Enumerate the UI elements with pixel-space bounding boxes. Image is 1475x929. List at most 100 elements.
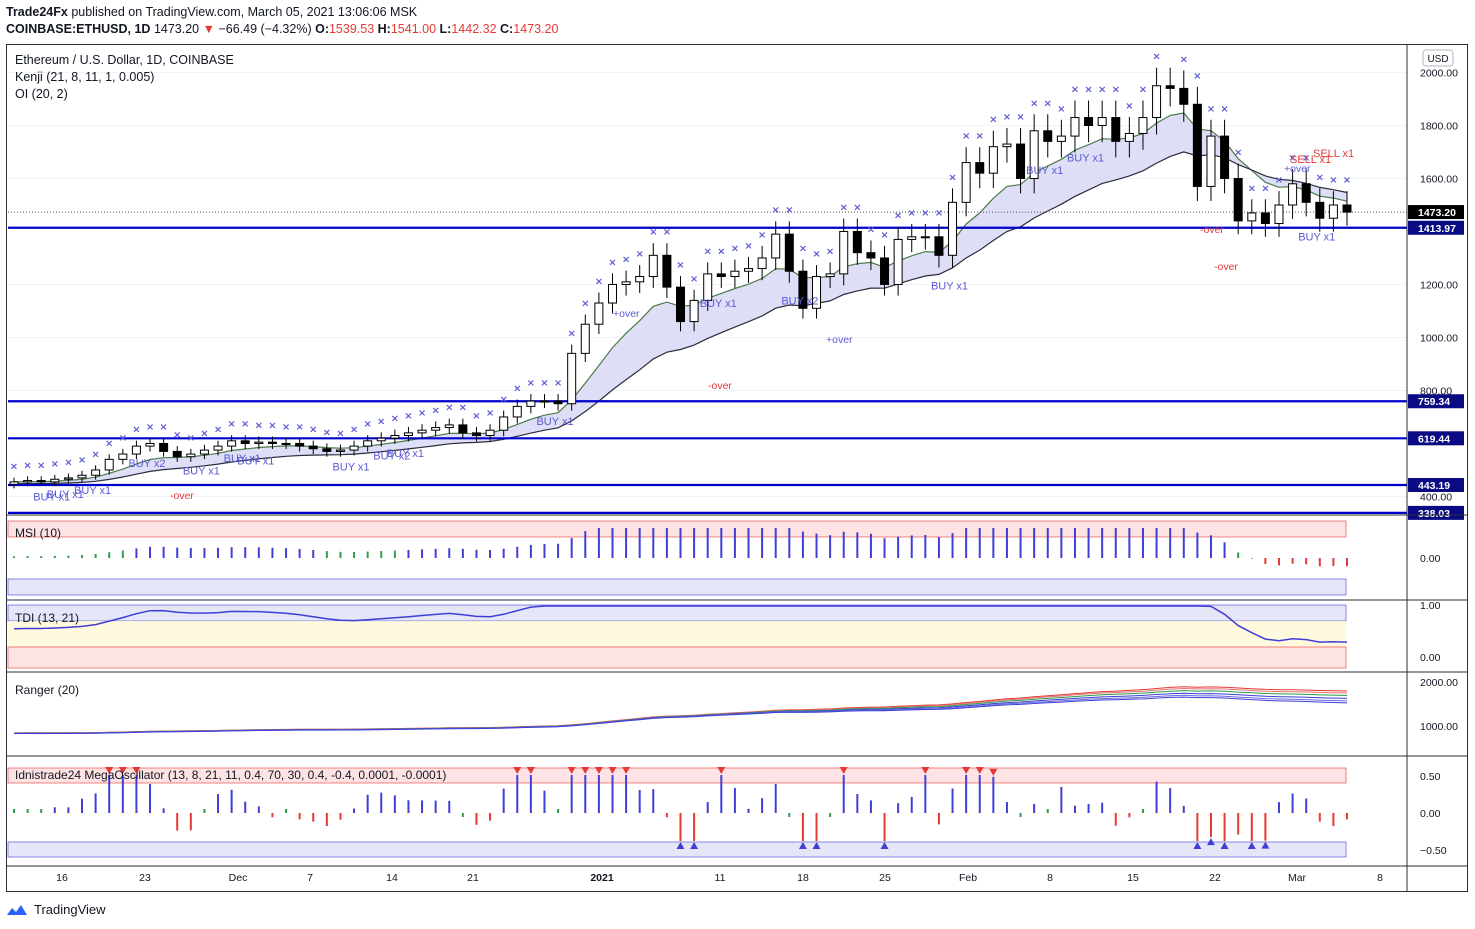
candle-body	[254, 441, 264, 444]
candle-body	[893, 238, 903, 285]
msi-label: MSI (10)	[15, 526, 61, 540]
cross-marker: ×	[1207, 104, 1215, 115]
cross-marker: ×	[132, 425, 140, 436]
mega-sell-arrow-icon	[717, 767, 726, 774]
candle-body	[1002, 143, 1012, 148]
candle-body	[975, 162, 985, 174]
candle-body	[1206, 135, 1216, 187]
time-tick-label: 18	[797, 872, 809, 884]
high-value: 1541.00	[390, 22, 437, 36]
price-tick-label: 800.00	[1420, 385, 1452, 397]
cross-marker: ×	[1329, 175, 1337, 186]
cross-marker: ×	[1044, 98, 1052, 109]
candle-body	[567, 352, 577, 405]
candle-body	[1016, 143, 1026, 179]
candle-body	[240, 440, 250, 444]
candle-body	[444, 424, 454, 429]
level-tag-label: 759.34	[1418, 396, 1450, 408]
cross-marker: ×	[772, 205, 780, 216]
currency-label: USD	[1427, 54, 1448, 65]
mega-sell-arrow-icon	[921, 767, 930, 774]
cross-marker: ×	[704, 246, 712, 257]
cross-marker: ×	[418, 408, 426, 419]
mega-buy-arrow-icon	[880, 842, 889, 849]
candle-body	[1124, 132, 1134, 142]
candle-body	[91, 469, 101, 476]
candle-body	[866, 252, 876, 259]
candle-body	[1274, 204, 1284, 225]
chart-frame[interactable]	[6, 44, 1468, 892]
time-tick-label: 25	[879, 872, 891, 884]
candle-body	[1029, 130, 1039, 179]
candle-body	[63, 477, 73, 480]
candle-body	[1288, 183, 1298, 206]
tdi-line	[13, 605, 1348, 643]
cross-marker: ×	[635, 249, 643, 260]
candle-body	[812, 276, 822, 309]
indicator-panes	[7, 520, 1348, 858]
level-tag	[1408, 431, 1464, 446]
mega-buy-arrow-icon	[1261, 841, 1270, 849]
kenji-label: Kenji (21, 8, 11, 1, 0.005)	[15, 70, 154, 84]
oi-label: OI (20, 2)	[15, 87, 68, 101]
cross-marker: ×	[1125, 101, 1133, 112]
over-label: +over	[613, 308, 640, 320]
time-tick-label: 16	[56, 872, 68, 884]
buy-signal-label: BUY x2	[781, 295, 818, 307]
cross-marker: ×	[78, 455, 86, 466]
cross-marker: ×	[23, 460, 31, 471]
cross-marker: ×	[105, 438, 113, 449]
mega-sell-arrow-icon	[975, 767, 984, 774]
buy-signal-label: BUY x1	[47, 489, 84, 501]
candle-body	[961, 162, 971, 203]
candle-body	[131, 445, 141, 455]
candle-body	[920, 236, 930, 239]
low-value: 1442.32	[451, 22, 497, 36]
cross-marker: ×	[581, 298, 589, 309]
level-tag-label: 338.03	[1418, 508, 1450, 520]
candle-body	[1165, 85, 1175, 89]
candle-body	[227, 440, 237, 447]
cross-marker: ×	[567, 329, 575, 340]
symbol-line: COINBASE:ETHUSD, 1D 1473.20 ▼ −66.49 (−4…	[6, 21, 558, 38]
currency-badge[interactable]: USD	[1422, 49, 1454, 67]
author-name[interactable]: Trade24Fx	[6, 5, 68, 19]
time-tick-label: 2021	[590, 872, 614, 884]
close-label: C:	[500, 22, 514, 36]
publish-info: published on TradingView.com, March 05, …	[67, 5, 418, 19]
cross-marker: ×	[1288, 153, 1296, 164]
publisher-line: Trade24Fx published on TradingView.com, …	[6, 4, 558, 21]
cross-marker: ×	[649, 227, 657, 238]
mega-buy-arrow-icon	[798, 842, 807, 849]
footer[interactable]: TradingView	[6, 902, 106, 917]
candle-body	[1220, 135, 1230, 179]
cross-marker: ×	[146, 422, 154, 433]
main-title: Ethereum / U.S. Dollar, 1D, COINBASE	[15, 53, 234, 67]
price-tick-label: 2000.00	[1420, 67, 1458, 79]
cross-marker: ×	[472, 411, 480, 422]
over-label: -over	[1200, 224, 1224, 236]
cross-marker: ×	[214, 425, 222, 436]
candle-body	[852, 230, 862, 254]
time-tick-label: Feb	[959, 872, 977, 884]
candle-body	[1084, 117, 1094, 126]
cross-marker: ×	[51, 459, 59, 470]
chart-svg[interactable]: 1413.97 759.34 619.44 443.19 338.03 1473.20 ×…	[0, 0, 1475, 900]
cross-marker: ×	[1275, 175, 1283, 186]
cross-marker: ×	[336, 429, 344, 440]
mega-sell-arrow-icon	[594, 767, 603, 774]
buy-signal-label: BUY x1	[700, 298, 737, 310]
buy-signal-label: BUY x2	[373, 451, 410, 463]
mega-tick-label: −0.50	[1420, 845, 1447, 857]
candle-body	[948, 201, 958, 256]
cross-marker: ×	[1234, 148, 1242, 159]
cloud-slow-line	[13, 151, 1348, 485]
cross-marker: ×	[758, 230, 766, 241]
cross-marker: ×	[323, 427, 331, 438]
open-label: O:	[315, 22, 329, 36]
price-tick-label: 1800.00	[1420, 120, 1458, 132]
cross-marker: ×	[282, 422, 290, 433]
candle-body	[988, 146, 998, 174]
ranger-line	[14, 692, 1348, 734]
candle-body	[308, 445, 318, 450]
